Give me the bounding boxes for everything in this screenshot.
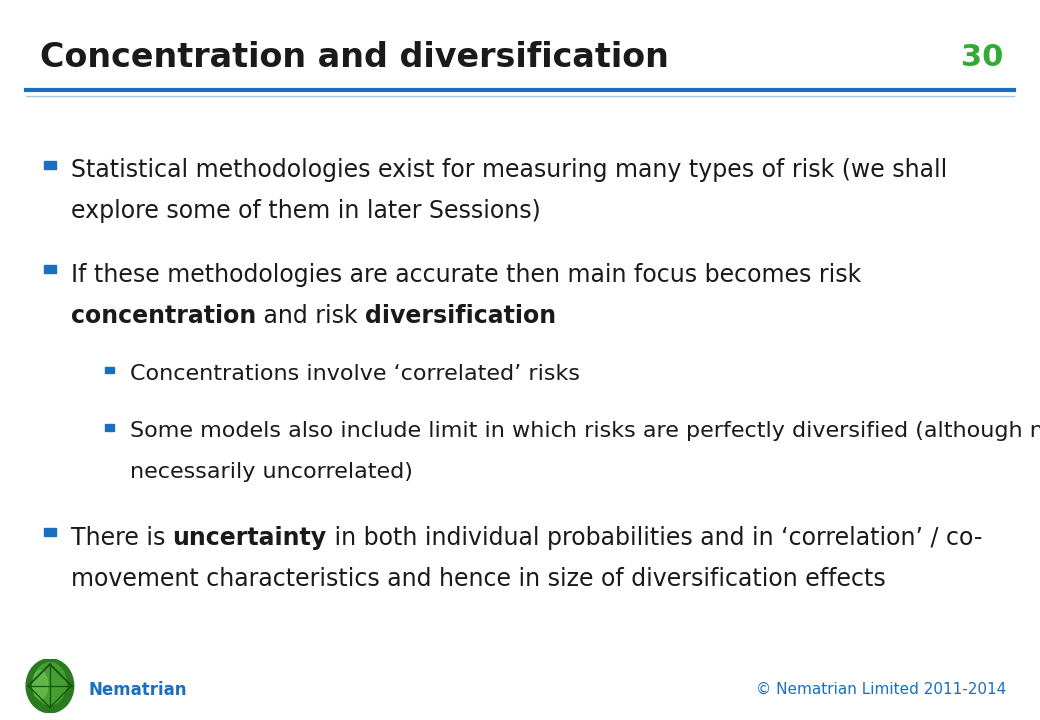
Text: in both individual probabilities and in ‘correlation’ / co-: in both individual probabilities and in … xyxy=(327,526,982,549)
Bar xyxy=(44,528,56,536)
Text: uncertainty: uncertainty xyxy=(173,526,327,549)
Text: explore some of them in later Sessions): explore some of them in later Sessions) xyxy=(71,199,541,223)
Text: Some models also include limit in which risks are perfectly diversified (althoug: Some models also include limit in which … xyxy=(130,421,1040,441)
Ellipse shape xyxy=(32,671,48,698)
Text: Statistical methodologies exist for measuring many types of risk (we shall: Statistical methodologies exist for meas… xyxy=(71,158,947,182)
Text: concentration: concentration xyxy=(71,304,256,328)
Ellipse shape xyxy=(26,659,74,713)
Text: necessarily uncorrelated): necessarily uncorrelated) xyxy=(130,462,413,482)
Bar xyxy=(104,424,114,431)
Text: and risk: and risk xyxy=(256,304,365,328)
Text: movement characteristics and hence in size of diversification effects: movement characteristics and hence in si… xyxy=(71,567,885,590)
Text: Concentrations involve ‘correlated’ risks: Concentrations involve ‘correlated’ risk… xyxy=(130,364,580,384)
Text: © Nematrian Limited 2011-2014: © Nematrian Limited 2011-2014 xyxy=(756,683,1007,697)
Text: If these methodologies are accurate then main focus becomes risk: If these methodologies are accurate then… xyxy=(71,263,861,287)
Bar xyxy=(44,265,56,273)
Text: diversification: diversification xyxy=(365,304,556,328)
Text: Concentration and diversification: Concentration and diversification xyxy=(40,41,669,74)
Bar xyxy=(104,366,114,373)
Ellipse shape xyxy=(33,662,67,705)
Text: 30: 30 xyxy=(961,43,1004,72)
Text: Nematrian: Nematrian xyxy=(88,681,187,698)
Bar xyxy=(44,161,56,168)
Text: There is: There is xyxy=(71,526,173,549)
